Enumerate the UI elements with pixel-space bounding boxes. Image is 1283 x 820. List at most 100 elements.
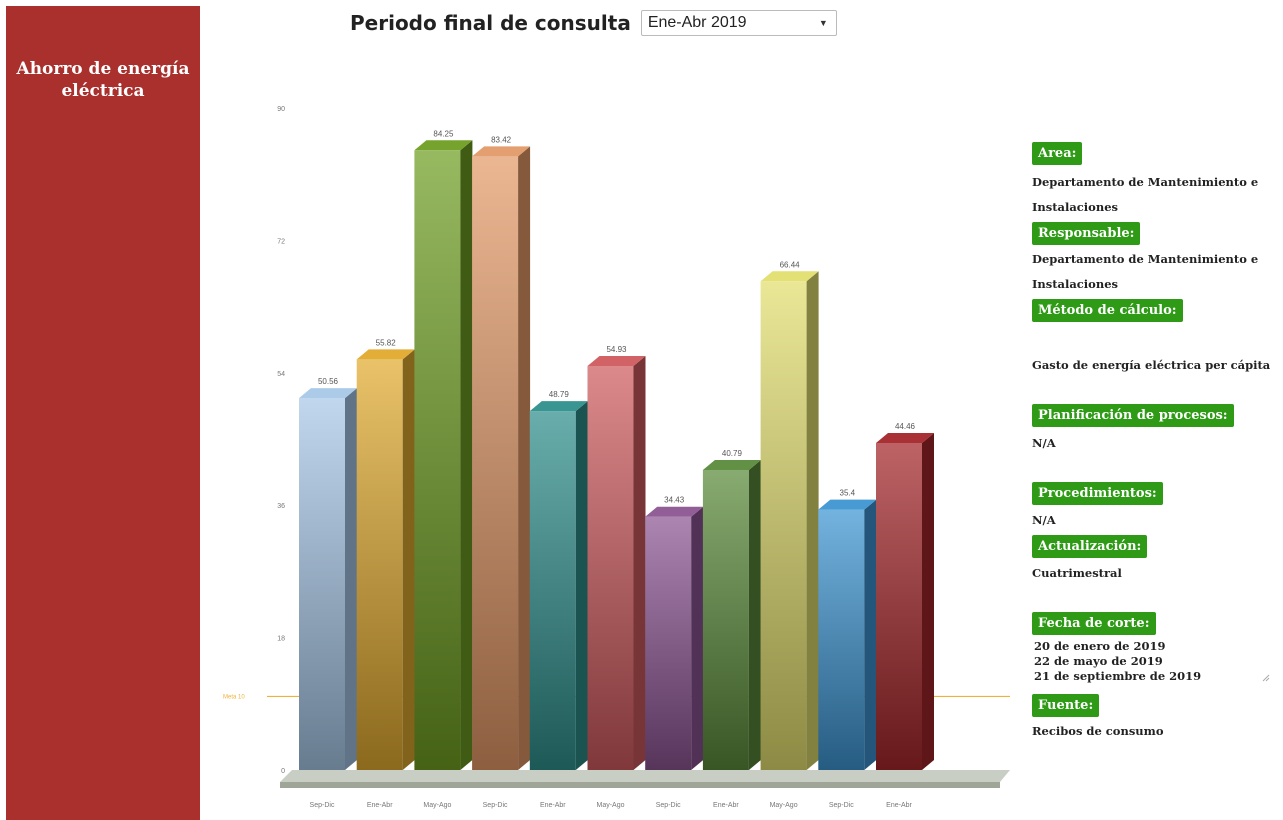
bar-top <box>414 140 473 151</box>
actualizacion-value: Cuatrimestral <box>1032 566 1122 580</box>
chart-floor <box>280 770 1010 782</box>
bar-top <box>356 349 415 360</box>
x-tick-label: Ene-Abr <box>886 802 912 809</box>
metodo-value: Gasto de energía eléctrica per cápita <box>1032 358 1271 372</box>
y-tick-label: 72 <box>277 238 285 245</box>
bar-top <box>702 459 761 470</box>
fecha-label: Fecha de corte: <box>1032 612 1156 635</box>
bar-front <box>702 469 749 770</box>
x-tick-label: Ene-Abr <box>540 802 566 809</box>
chevron-down-icon: ▼ <box>818 18 828 28</box>
y-tick-label: 90 <box>277 106 285 113</box>
actualizacion-label: Actualización: <box>1032 535 1148 558</box>
x-tick-label: May-Ago <box>423 802 451 809</box>
chart-floor-edge <box>280 782 1000 788</box>
header: Periodo final de consulta Ene-Abr 2019 ▼ <box>350 8 837 38</box>
planificacion-value: N/A <box>1032 436 1056 450</box>
bar-front <box>760 281 807 770</box>
bar-top <box>472 146 531 157</box>
period-label: Periodo final de consulta <box>350 11 631 35</box>
x-tick-label: Sep-Dic <box>656 802 681 809</box>
data-label: 48.79 <box>549 390 570 399</box>
bar-front <box>645 516 692 770</box>
period-select-value: Ene-Abr 2019 <box>647 14 747 31</box>
bar <box>818 499 877 770</box>
fuente-value: Recibos de consumo <box>1032 724 1164 738</box>
data-label: 44.46 <box>895 422 916 431</box>
period-select[interactable]: Ene-Abr 2019 ▼ <box>640 10 837 36</box>
bar-side <box>460 140 473 771</box>
data-label: 66.44 <box>780 260 801 269</box>
area-value: Departamento de Mantenimiento e Instalac… <box>1032 175 1259 214</box>
metodo-label: Método de cálculo: <box>1032 299 1183 322</box>
reference-line-label: Meta 10 <box>223 694 245 700</box>
bar <box>299 388 357 770</box>
bar <box>876 432 934 770</box>
bar <box>529 401 588 770</box>
x-tick-label: Sep-Dic <box>483 802 508 809</box>
bar-top <box>818 499 877 510</box>
bar-front <box>356 359 403 770</box>
x-tick-label: Sep-Dic <box>310 802 335 809</box>
bar-front <box>299 398 345 770</box>
data-label: 84.25 <box>433 129 454 138</box>
bar-side <box>922 432 934 770</box>
data-label: 34.43 <box>664 496 685 505</box>
data-label: 50.56 <box>318 377 339 386</box>
data-label: 35.4 <box>840 489 856 498</box>
planificacion-label: Planificación de procesos: <box>1032 404 1234 427</box>
bar-top <box>645 506 704 517</box>
bar-front <box>472 156 519 771</box>
area-label: Area: <box>1032 142 1083 165</box>
bar-side <box>575 401 588 770</box>
y-tick-label: 36 <box>277 503 285 510</box>
x-tick-label: May-Ago <box>770 802 798 809</box>
bar-front <box>529 411 576 770</box>
x-tick-label: Ene-Abr <box>713 802 739 809</box>
bar-front <box>414 150 461 771</box>
bar-side <box>345 388 357 770</box>
sidebar: Ahorro de energía eléctrica <box>6 6 200 820</box>
responsable-label: Responsable: <box>1032 222 1141 245</box>
x-tick-label: Sep-Dic <box>829 802 854 809</box>
procedimientos-label: Procedimientos: <box>1032 482 1163 505</box>
responsable-value: Departamento de Mantenimiento e Instalac… <box>1032 252 1259 291</box>
bar-side <box>633 355 646 770</box>
bar-side <box>806 271 819 770</box>
bar-side <box>518 146 531 771</box>
x-tick-label: May-Ago <box>596 802 624 809</box>
bar <box>645 506 704 770</box>
bar-side <box>748 459 761 770</box>
data-label: 54.93 <box>606 345 627 354</box>
y-tick-label: 54 <box>277 371 285 378</box>
bar-front <box>876 442 922 770</box>
bar-side <box>402 349 415 770</box>
data-label: 55.82 <box>376 338 397 347</box>
resize-handle-icon[interactable] <box>1262 674 1270 682</box>
data-label: 40.79 <box>722 449 743 458</box>
bar-front <box>587 365 634 770</box>
bar <box>414 140 473 771</box>
bar-side <box>864 499 877 770</box>
bar-top <box>760 271 819 282</box>
data-label: 83.42 <box>491 135 512 144</box>
bar-top <box>876 432 934 443</box>
y-tick-label: 18 <box>277 636 285 643</box>
bar <box>760 271 819 770</box>
fuente-label: Fuente: <box>1032 694 1100 717</box>
bar-side <box>691 506 704 770</box>
x-tick-label: Ene-Abr <box>367 802 393 809</box>
bar-top <box>529 401 588 412</box>
fecha-value-2: 22 de mayo de 2019 <box>1034 654 1163 668</box>
bar-front <box>818 509 865 770</box>
bar-top <box>587 355 646 366</box>
info-panel: Area: Departamento de Mantenimiento e In… <box>1032 0 1283 820</box>
procedimientos-value: N/A <box>1032 513 1056 527</box>
y-tick-label: 0 <box>281 768 285 775</box>
sidebar-title: Ahorro de energía eléctrica <box>16 59 190 101</box>
bar <box>356 349 415 770</box>
fecha-value-1: 20 de enero de 2019 <box>1034 639 1166 653</box>
bar <box>702 459 761 770</box>
fecha-value-3: 21 de septiembre de 2019 <box>1034 669 1202 683</box>
bar-chart: 0 18 36 54 72 90 Meta 10 50.56 Sep-Dic 55.82 Ene-A… <box>223 106 1010 809</box>
